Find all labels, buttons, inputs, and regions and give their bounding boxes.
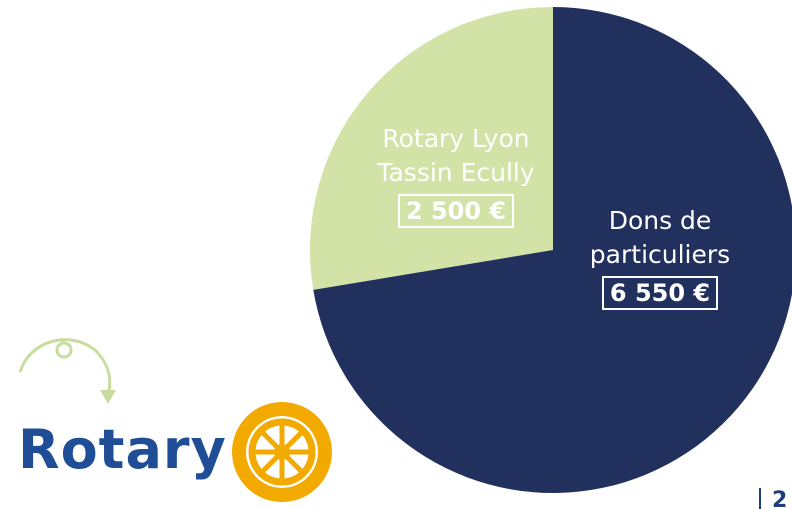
pie-slice	[309, 7, 553, 290]
slice-label: Dons de particuliers 6 550 €	[570, 204, 750, 310]
arrow-loop	[55, 341, 73, 359]
category-label: Rotary Lyon Tassin Ecully	[377, 124, 535, 187]
logo-text: Rotary	[18, 418, 227, 481]
arrow-head	[100, 390, 116, 404]
curved-arrow	[18, 338, 112, 396]
pie-slice	[313, 7, 792, 493]
category-label: Dons de particuliers	[589, 206, 731, 269]
page-number: 2	[772, 488, 788, 509]
value-label: 2 500 €	[397, 194, 515, 228]
rotary-wheel	[232, 402, 332, 502]
slice-label: Rotary Lyon Tassin Ecully 2 500 €	[366, 122, 546, 228]
value-label: 6 550 €	[601, 276, 719, 310]
